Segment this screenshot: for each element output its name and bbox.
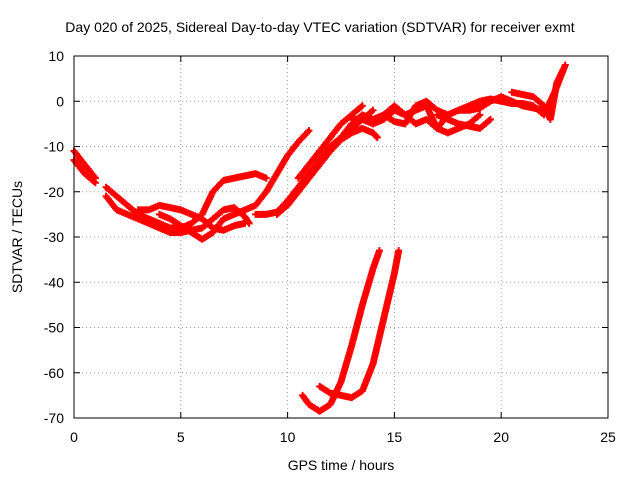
x-axis-label: GPS time / hours xyxy=(287,457,395,473)
data-point-marker xyxy=(395,247,403,255)
series-trace-16 xyxy=(316,247,403,402)
data-point-marker xyxy=(375,247,383,255)
series-trace-15 xyxy=(299,247,383,415)
y-tick-label: -40 xyxy=(44,274,64,290)
chart-title: Day 020 of 2025, Sidereal Day-to-day VTE… xyxy=(65,19,575,35)
series-trace-6 xyxy=(155,127,313,243)
axis-ticks: 0 5 10 15 20 25 -70 -60 -50 -40 -30 -20 -10 0 10 xyxy=(44,48,616,445)
y-tick-label: -70 xyxy=(44,410,64,426)
x-tick-label: 25 xyxy=(600,429,616,445)
series-trace-12 xyxy=(380,61,569,128)
grid-lines xyxy=(74,56,608,418)
data-point-marker xyxy=(358,102,366,110)
data-point-marker xyxy=(241,219,249,227)
y-tick-label: -30 xyxy=(44,229,64,245)
y-tick-label: -10 xyxy=(44,139,64,155)
data-point-marker xyxy=(305,127,313,135)
y-tick-label: 0 xyxy=(56,93,64,109)
data-point-marker xyxy=(476,111,484,119)
x-tick-label: 10 xyxy=(280,429,296,445)
data-point-marker xyxy=(487,115,495,123)
y-tick-label: 10 xyxy=(48,48,64,64)
data-series xyxy=(70,61,569,415)
y-tick-label: -20 xyxy=(44,184,64,200)
data-point-marker xyxy=(369,106,377,114)
data-point-marker xyxy=(373,133,381,141)
data-point-marker xyxy=(561,61,569,69)
data-point-marker xyxy=(372,132,380,140)
series-trace-14 xyxy=(508,66,567,123)
series-trace-9 xyxy=(294,102,366,182)
data-point-marker xyxy=(91,179,99,187)
x-tick-label: 20 xyxy=(493,429,509,445)
x-tick-label: 0 xyxy=(70,429,78,445)
x-tick-label: 15 xyxy=(387,429,403,445)
x-tick-label: 5 xyxy=(177,429,185,445)
y-tick-label: -50 xyxy=(44,320,64,336)
series-trace-5 xyxy=(134,201,249,234)
data-point-marker xyxy=(262,174,270,182)
series-trace-13 xyxy=(433,111,495,132)
data-point-marker xyxy=(559,66,567,74)
y-tick-label: -60 xyxy=(44,365,64,381)
